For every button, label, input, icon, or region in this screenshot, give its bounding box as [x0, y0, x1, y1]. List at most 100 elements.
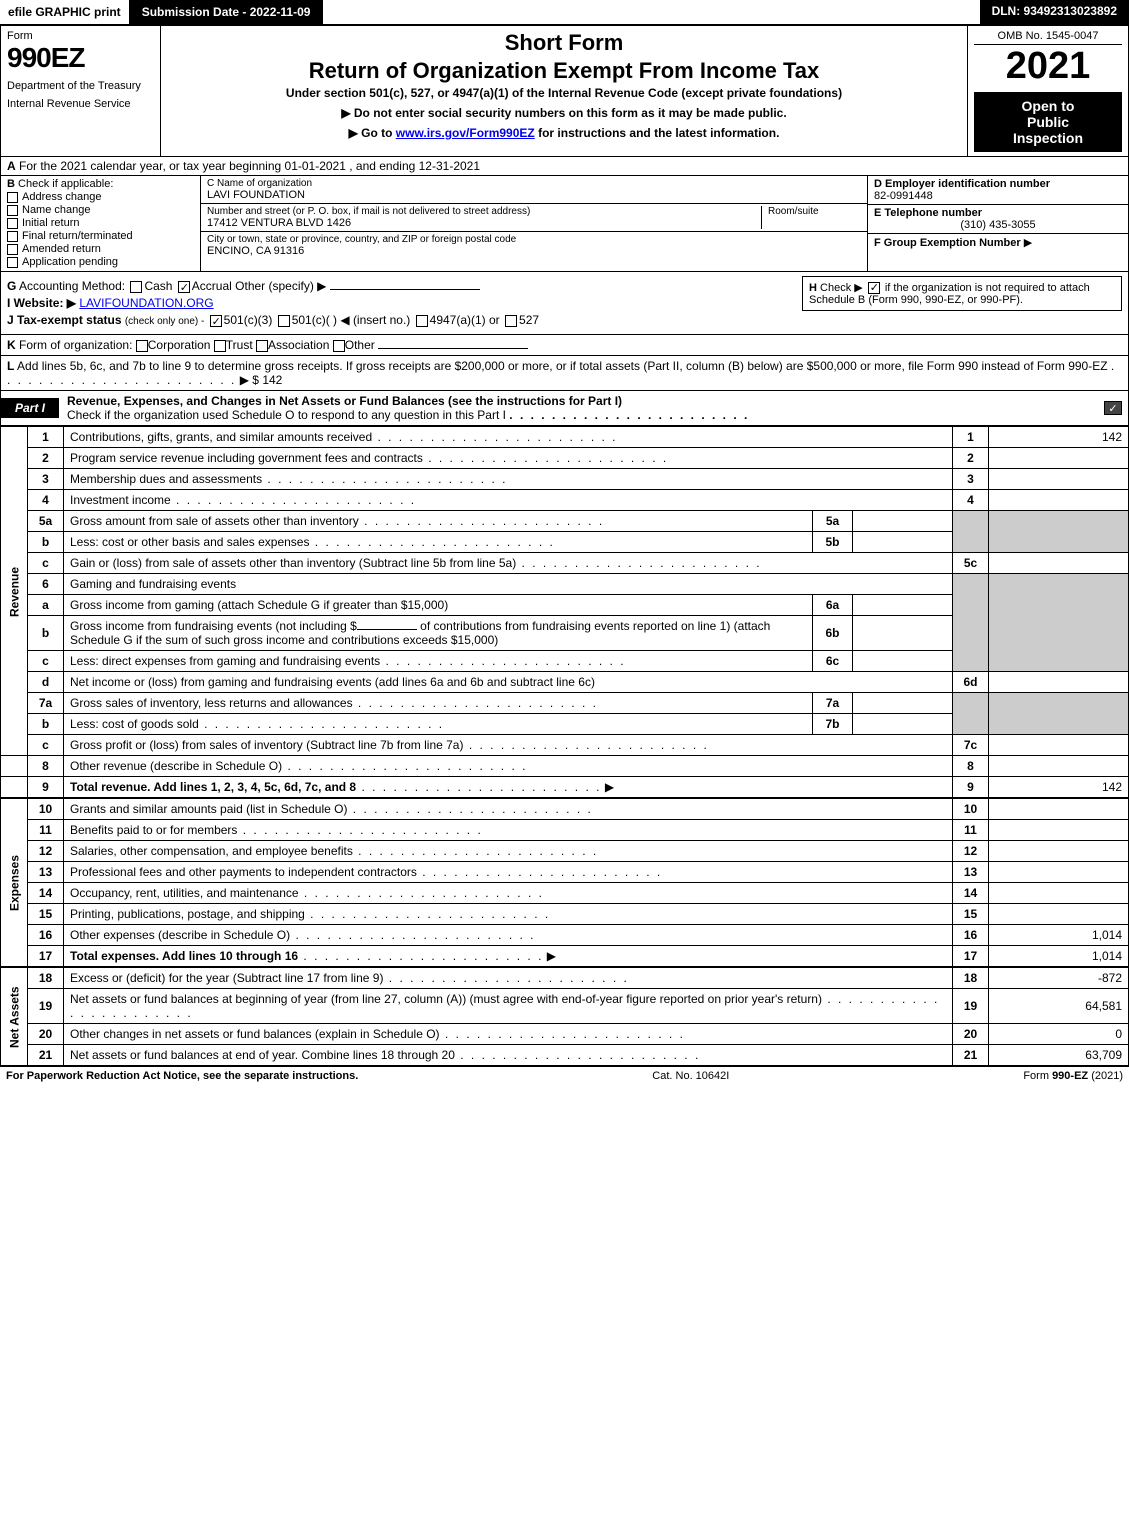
assoc-checkbox[interactable] [256, 340, 268, 352]
line-ref: 1 [953, 427, 989, 448]
checkbox-application-pending[interactable]: Application pending [7, 256, 194, 268]
footer-right-pre: Form [1023, 1070, 1052, 1082]
table-row: 11 Benefits paid to or for members 11 [1, 820, 1129, 841]
501c-checkbox[interactable] [278, 315, 290, 327]
line-3-amount [989, 469, 1129, 490]
h-checkbox[interactable] [868, 282, 880, 294]
trust-checkbox[interactable] [214, 340, 226, 352]
instr2-suffix: for instructions and the latest informat… [535, 126, 780, 140]
checkbox-icon[interactable] [7, 218, 18, 229]
checkbox-icon[interactable] [7, 257, 18, 268]
checkbox-icon[interactable] [7, 192, 18, 203]
line-ref: 8 [953, 756, 989, 777]
line-5b-amount [853, 532, 953, 553]
table-row: 13 Professional fees and other payments … [1, 862, 1129, 883]
footer-right-bold: 990-EZ [1052, 1070, 1088, 1082]
org-city: ENCINO, CA 91316 [207, 245, 861, 257]
line-20-amount: 0 [989, 1024, 1129, 1045]
501c-label: 501(c)( ) ◀ (insert no.) [292, 313, 411, 327]
line-num: 1 [28, 427, 64, 448]
checkbox-address-change[interactable]: Address change [7, 191, 194, 203]
name-change-label: Name change [22, 204, 91, 216]
line-9-amount: 142 [989, 777, 1129, 798]
line-2-amount [989, 448, 1129, 469]
cash-checkbox[interactable] [130, 281, 142, 293]
line-18-amount: -872 [989, 968, 1129, 989]
501c3-checkbox[interactable] [210, 315, 222, 327]
e-label: E Telephone number [874, 207, 1122, 219]
line-15-amount [989, 904, 1129, 925]
checkbox-icon[interactable] [7, 205, 18, 216]
cash-label: Cash [144, 279, 172, 293]
header-right: OMB No. 1545-0047 2021 Open to Public In… [968, 26, 1128, 156]
line-6c-desc: Less: direct expenses from gaming and fu… [70, 654, 380, 668]
checkbox-initial-return[interactable]: Initial return [7, 217, 194, 229]
table-row: Net Assets 18 Excess or (deficit) for th… [1, 968, 1129, 989]
part-1-checkbox[interactable]: ✓ [1104, 401, 1122, 415]
expenses-sidelabel: Expenses [1, 799, 28, 967]
irs-link[interactable]: www.irs.gov/Form990EZ [396, 126, 535, 140]
line-6b-desc-pre: Gross income from fundraising events (no… [70, 619, 357, 633]
f-label: F Group Exemption Number [874, 237, 1021, 249]
table-row: 8 Other revenue (describe in Schedule O)… [1, 756, 1129, 777]
org-street: 17412 VENTURA BLVD 1426 [207, 217, 761, 229]
checkbox-icon[interactable] [7, 244, 18, 255]
line-ref: 11 [953, 820, 989, 841]
line-6d-amount [989, 672, 1129, 693]
table-row: 7a Gross sales of inventory, less return… [1, 693, 1129, 714]
line-10-desc: Grants and similar amounts paid (list in… [70, 802, 347, 816]
line-19-amount: 64,581 [989, 989, 1129, 1024]
line-11-amount [989, 820, 1129, 841]
line-ref: 9 [953, 777, 989, 798]
efile-label[interactable]: efile GRAPHIC print [0, 0, 129, 24]
j-label: J Tax-exempt status [7, 313, 122, 327]
accrual-checkbox[interactable] [178, 281, 190, 293]
line-4-amount [989, 490, 1129, 511]
other-org-input[interactable] [378, 348, 528, 349]
line-1-amount: 142 [989, 427, 1129, 448]
checkbox-name-change[interactable]: Name change [7, 204, 194, 216]
l-value: 142 [262, 373, 282, 387]
shaded-cell [989, 511, 1129, 553]
column-c: C Name of organization LAVI FOUNDATION N… [201, 176, 868, 271]
department-label: Department of the Treasury [7, 80, 154, 92]
b-label: B [7, 178, 15, 190]
i-label: I Website: ▶ [7, 296, 76, 310]
part-1-title-text: Revenue, Expenses, and Changes in Net As… [67, 394, 622, 408]
other-specify-input[interactable] [330, 289, 480, 290]
open-line-2: Public [978, 114, 1118, 130]
b-text: Check if applicable: [18, 178, 113, 190]
c-city-label: City or town, state or province, country… [207, 234, 861, 245]
open-line-3: Inspection [978, 130, 1118, 146]
6b-input[interactable] [357, 629, 417, 630]
4947-checkbox[interactable] [416, 315, 428, 327]
table-row: 14 Occupancy, rent, utilities, and maint… [1, 883, 1129, 904]
submission-date-button[interactable]: Submission Date - 2022-11-09 [129, 0, 324, 24]
address-change-label: Address change [22, 191, 102, 203]
table-row: 17 Total expenses. Add lines 10 through … [1, 946, 1129, 967]
c-name-label: C Name of organization [207, 178, 861, 189]
tax-year: 2021 [974, 45, 1122, 88]
527-checkbox[interactable] [505, 315, 517, 327]
line-5c-desc: Gain or (loss) from sale of assets other… [70, 556, 516, 570]
line-ref: 12 [953, 841, 989, 862]
line-7b-amount [853, 714, 953, 735]
other-org-checkbox[interactable] [333, 340, 345, 352]
form-word: Form [7, 30, 154, 42]
line-ref: 20 [953, 1024, 989, 1045]
corp-checkbox[interactable] [136, 340, 148, 352]
line-18-desc: Excess or (deficit) for the year (Subtra… [70, 971, 383, 985]
instr2-prefix: ▶ Go to [349, 126, 396, 140]
website-link[interactable]: LAVIFOUNDATION.ORG [79, 296, 213, 310]
checkbox-amended-return[interactable]: Amended return [7, 243, 194, 255]
line-6d-desc: Net income or (loss) from gaming and fun… [70, 675, 595, 689]
c-street-label: Number and street (or P. O. box, if mail… [207, 206, 761, 217]
checkbox-icon[interactable] [7, 231, 18, 242]
table-row: 6 Gaming and fundraising events [1, 574, 1129, 595]
line-j: J Tax-exempt status (check only one) - 5… [7, 313, 1122, 327]
h-prefix: Check ▶ [820, 282, 863, 294]
table-row: 12 Salaries, other compensation, and emp… [1, 841, 1129, 862]
table-row: 9 Total revenue. Add lines 1, 2, 3, 4, 5… [1, 777, 1129, 798]
part-1-tab: Part I [1, 398, 59, 418]
checkbox-final-return[interactable]: Final return/terminated [7, 230, 194, 242]
